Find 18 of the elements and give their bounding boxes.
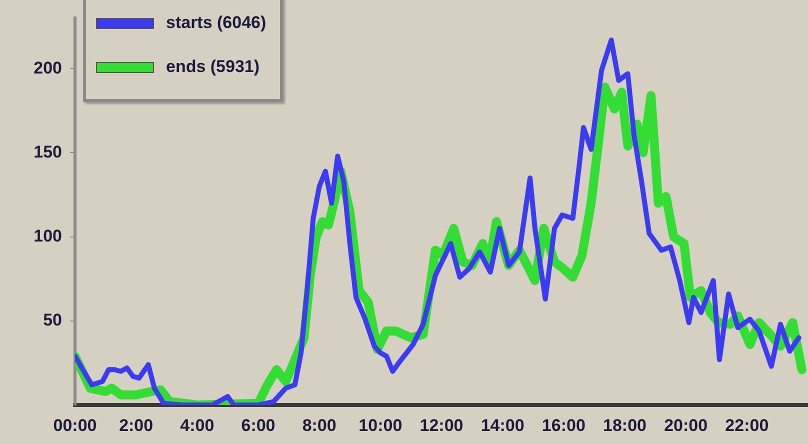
- x-tick-label: 12:00: [420, 416, 464, 435]
- y-tick-label: 100: [34, 226, 62, 246]
- x-tick-label: 8:00: [302, 416, 336, 435]
- x-tick-label: 14:00: [480, 416, 524, 435]
- x-tick-label: 4:00: [180, 416, 214, 435]
- x-tick-label: 00:00: [53, 416, 97, 435]
- legend-label: ends (5931): [166, 57, 260, 77]
- y-tick-label: 50: [43, 310, 62, 330]
- x-tick-label: 18:00: [603, 416, 646, 435]
- x-tick-label: 2:00: [119, 416, 154, 435]
- legend-label: starts (6046): [166, 13, 266, 33]
- x-tick-label: 16:00: [542, 416, 586, 435]
- x-tick-label: 10:00: [358, 416, 402, 435]
- y-tick-label: 150: [34, 142, 62, 162]
- x-tick-label: 20:00: [664, 416, 708, 435]
- y-tick-label: 200: [34, 58, 62, 78]
- x-tick-label: 22:00: [725, 416, 769, 435]
- x-tick-label: 6:00: [241, 416, 276, 435]
